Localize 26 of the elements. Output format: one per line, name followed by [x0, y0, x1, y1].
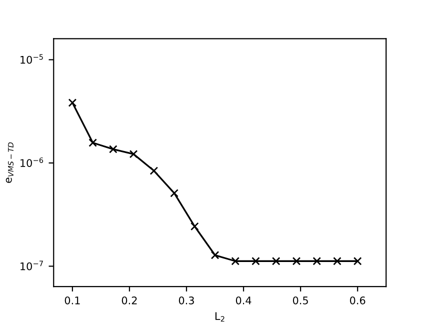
point [170, 188, 178, 198]
x-tick-label: 0.2 [122, 296, 137, 304]
y-tick-label: 10$^{−6}$ [20, 157, 44, 167]
point [68, 98, 77, 107]
point [353, 256, 362, 266]
x-tick-label: 0.3 [178, 296, 194, 304]
point [88, 138, 97, 147]
point [210, 250, 220, 260]
point [252, 256, 260, 266]
point [108, 145, 118, 154]
y-tick-label: 10$^{−7}$ [20, 260, 43, 270]
x-axis-title: L$_{2}$ [215, 312, 224, 322]
x-tick-label: 0.5 [292, 296, 308, 304]
y-axis-title: e$_{VMS−TD}$ [6, 142, 14, 183]
point [333, 256, 342, 266]
point [150, 166, 158, 175]
point [190, 222, 199, 231]
y-tick-label: 10$^{−5}$ [20, 54, 43, 64]
x-tick-label: 0.4 [236, 296, 252, 304]
x-tick-label: 0.1 [64, 296, 80, 304]
point [292, 256, 301, 266]
point [312, 256, 322, 266]
point [272, 256, 280, 266]
x-tick-label: 0.6 [350, 296, 366, 304]
point [129, 150, 138, 158]
point [231, 256, 240, 266]
